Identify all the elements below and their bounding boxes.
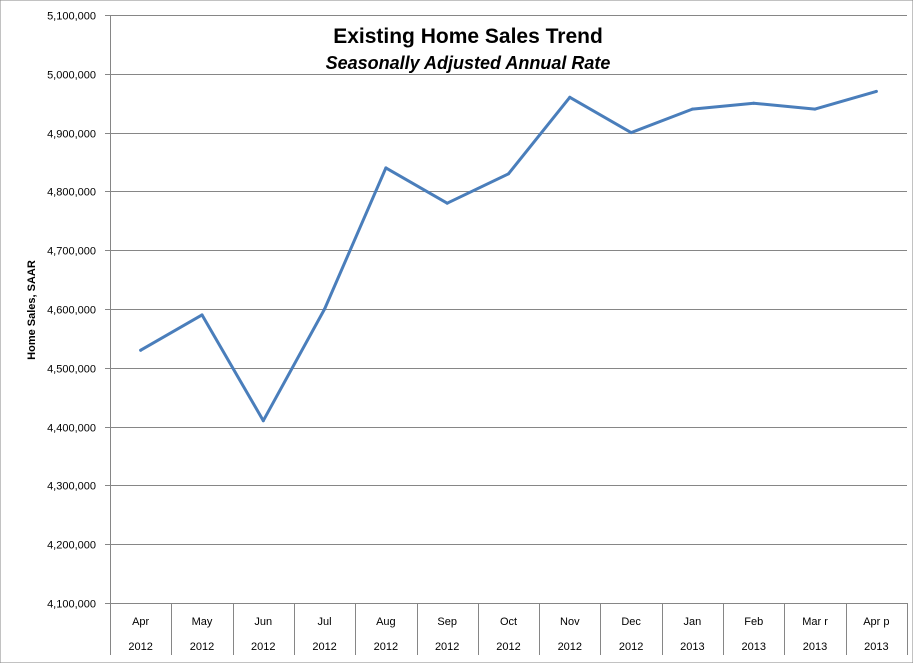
- gridlines: [110, 15, 907, 604]
- data-point: [323, 307, 327, 311]
- axes: [105, 15, 907, 655]
- y-tick-label: 4,500,000: [47, 364, 96, 376]
- y-axis-label: Home Sales, SAAR: [26, 260, 38, 360]
- x-tick-label-month: Apr p: [863, 616, 889, 628]
- x-tick-label-year: 2012: [312, 641, 336, 653]
- data-point: [384, 166, 388, 170]
- data-point: [813, 107, 817, 111]
- x-tick-label-month: Dec: [621, 616, 641, 628]
- x-tick-label-month: Feb: [744, 616, 763, 628]
- x-tick-label-year: 2013: [741, 641, 765, 653]
- x-tick-label-month: Oct: [500, 616, 517, 628]
- x-tick-label-month: Nov: [560, 616, 580, 628]
- data-point: [690, 107, 694, 111]
- x-tick-label-year: 2012: [251, 641, 275, 653]
- data-point: [752, 101, 756, 105]
- x-tick-label-month: Jan: [684, 616, 702, 628]
- y-tick-label: 4,800,000: [47, 187, 96, 199]
- y-tick-label: 5,000,000: [47, 70, 96, 82]
- y-tick-label: 4,200,000: [47, 540, 96, 552]
- data-point: [568, 95, 572, 99]
- x-tick-label-month: Jun: [254, 616, 272, 628]
- x-tick-label-month: Sep: [437, 616, 457, 628]
- x-tick-label-year: 2012: [558, 641, 582, 653]
- y-tick-label: 4,100,000: [47, 599, 96, 611]
- x-tick-label-month: Jul: [318, 616, 332, 628]
- x-tick-label-year: 2012: [190, 641, 214, 653]
- y-tick-label: 5,100,000: [47, 11, 96, 23]
- y-tick-label: 4,700,000: [47, 246, 96, 258]
- x-tick-label-year: 2012: [619, 641, 643, 653]
- y-tick-label: 4,900,000: [47, 129, 96, 141]
- x-tick-label-year: 2012: [496, 641, 520, 653]
- data-point: [507, 172, 510, 176]
- series-layer: [139, 89, 878, 423]
- x-tick-label-year: 2012: [435, 641, 459, 653]
- y-tick-label: 4,300,000: [47, 481, 96, 493]
- chart-title: Existing Home Sales Trend: [333, 25, 603, 48]
- chart-subtitle: Seasonally Adjusted Annual Rate: [326, 53, 611, 73]
- x-tick-label-month: Apr: [132, 616, 149, 628]
- data-point: [200, 313, 204, 317]
- y-tick-label: 4,400,000: [47, 423, 96, 435]
- data-point: [874, 89, 878, 93]
- x-tick-label-year: 2012: [374, 641, 398, 653]
- x-tick-label-year: 2013: [680, 641, 704, 653]
- y-axis-tick-labels: 4,100,000 4,200,000 4,300,000 4,400,000 4,50…: [47, 11, 96, 611]
- y-tick-label: 4,600,000: [47, 305, 96, 317]
- data-point: [445, 201, 449, 205]
- x-tick-label-year: 2013: [803, 641, 827, 653]
- data-point: [139, 348, 143, 352]
- x-tick-label-month: Aug: [376, 616, 396, 628]
- x-tick-label-year: 2013: [864, 641, 888, 653]
- data-point: [261, 419, 265, 423]
- x-tick-label-month: Mar r: [802, 616, 828, 628]
- x-axis-category-table: Apr 2012 May 2012 Jun 2012 Jul 2012 Aug 2012 Sep 20…: [110, 603, 908, 655]
- data-point: [629, 131, 633, 135]
- x-tick-label-month: May: [192, 616, 213, 628]
- x-tick-label-year: 2012: [128, 641, 152, 653]
